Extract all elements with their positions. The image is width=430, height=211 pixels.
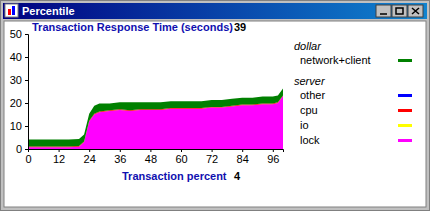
tick-label: 36 xyxy=(114,153,126,165)
legend-group: server xyxy=(294,75,326,87)
legend-label: cpu xyxy=(300,104,318,116)
tick-mark xyxy=(273,149,274,152)
x-axis-title: Transaction percent xyxy=(122,170,227,182)
tick-mark xyxy=(25,57,28,58)
legend-swatch xyxy=(398,94,412,97)
annotation: 4 xyxy=(234,170,241,182)
tick-label: 10 xyxy=(10,120,22,132)
tick: 50 xyxy=(10,28,28,40)
tick: 36 xyxy=(114,149,126,165)
tick-label: 0 xyxy=(16,143,22,155)
window-button[interactable] xyxy=(376,5,391,17)
legend-label: io xyxy=(300,119,309,131)
window: Percentile Transaction Response Time (sec… xyxy=(0,0,430,211)
tick: 40 xyxy=(10,51,28,63)
tick-mark xyxy=(25,34,28,35)
tick: 0 xyxy=(25,149,31,165)
button-glyph xyxy=(380,13,387,15)
window-title: Percentile xyxy=(22,5,75,17)
tick-label: 84 xyxy=(237,153,249,165)
tick: 30 xyxy=(10,74,28,86)
button-glyph xyxy=(396,8,403,14)
axis-line xyxy=(25,35,29,150)
tick: 48 xyxy=(145,149,157,165)
button-face[interactable] xyxy=(376,5,391,17)
tick: 12 xyxy=(53,149,65,165)
button-face[interactable] xyxy=(392,5,407,17)
window-button[interactable] xyxy=(408,5,423,17)
tick: 20 xyxy=(10,97,28,109)
tick-mark xyxy=(120,149,121,152)
tick-label: 40 xyxy=(10,51,22,63)
window-icon-bar xyxy=(8,9,11,15)
tick-label: 72 xyxy=(206,153,218,165)
tick-mark xyxy=(242,149,243,152)
legend-swatch xyxy=(398,139,412,142)
plot-area xyxy=(28,89,283,149)
x-axis: 0 12 24 36 48 60 72 84 96 xyxy=(25,149,283,165)
tick-label: 50 xyxy=(10,28,22,40)
tick-label: 0 xyxy=(25,153,31,165)
tick-mark xyxy=(212,149,213,152)
window-frame xyxy=(0,0,430,211)
legend-label: other xyxy=(300,89,325,101)
client-area xyxy=(4,21,426,207)
tick-mark xyxy=(25,149,28,150)
tick-label: 12 xyxy=(53,153,65,165)
tick: 60 xyxy=(175,149,187,165)
tick-mark xyxy=(25,126,28,127)
legend: dollar network+client server other cpu io lock xyxy=(294,40,412,146)
tick-label: 96 xyxy=(267,153,279,165)
window-border xyxy=(1,1,430,211)
tick-mark xyxy=(25,80,28,81)
button-glyph xyxy=(412,8,419,14)
tick-label: 20 xyxy=(10,97,22,109)
tick: 96 xyxy=(267,149,279,165)
tick-mark xyxy=(25,103,28,104)
tick: 84 xyxy=(237,149,249,165)
tick-mark xyxy=(181,149,182,152)
tick-label: 24 xyxy=(84,153,96,165)
title-bar xyxy=(3,3,427,19)
window-icon xyxy=(5,4,18,17)
tick: 72 xyxy=(206,149,218,165)
legend-swatch xyxy=(398,124,412,127)
window-button[interactable] xyxy=(392,5,407,17)
tick-mark xyxy=(89,149,90,152)
legend-swatch xyxy=(398,59,412,62)
axis-line xyxy=(29,150,284,153)
tick-label: 60 xyxy=(175,153,187,165)
tick-label: 30 xyxy=(10,74,22,86)
tick: 10 xyxy=(10,120,28,132)
tick-mark xyxy=(150,149,151,152)
legend-label: network+client xyxy=(300,54,371,66)
tick-mark xyxy=(59,149,60,152)
window-icon-bar xyxy=(12,6,15,15)
area-layer xyxy=(28,89,283,147)
tick-label: 48 xyxy=(145,153,157,165)
button-face[interactable] xyxy=(408,5,423,17)
tick-mark xyxy=(28,149,29,152)
chart-title: Transaction Response Time (seconds) xyxy=(32,21,233,33)
legend-label: lock xyxy=(300,134,320,146)
annotation: 39 xyxy=(234,21,246,33)
legend-swatch xyxy=(398,109,412,112)
tick: 24 xyxy=(84,149,96,165)
legend-group: dollar xyxy=(294,40,322,52)
y-axis: 0 10 20 30 40 50 xyxy=(10,28,29,155)
